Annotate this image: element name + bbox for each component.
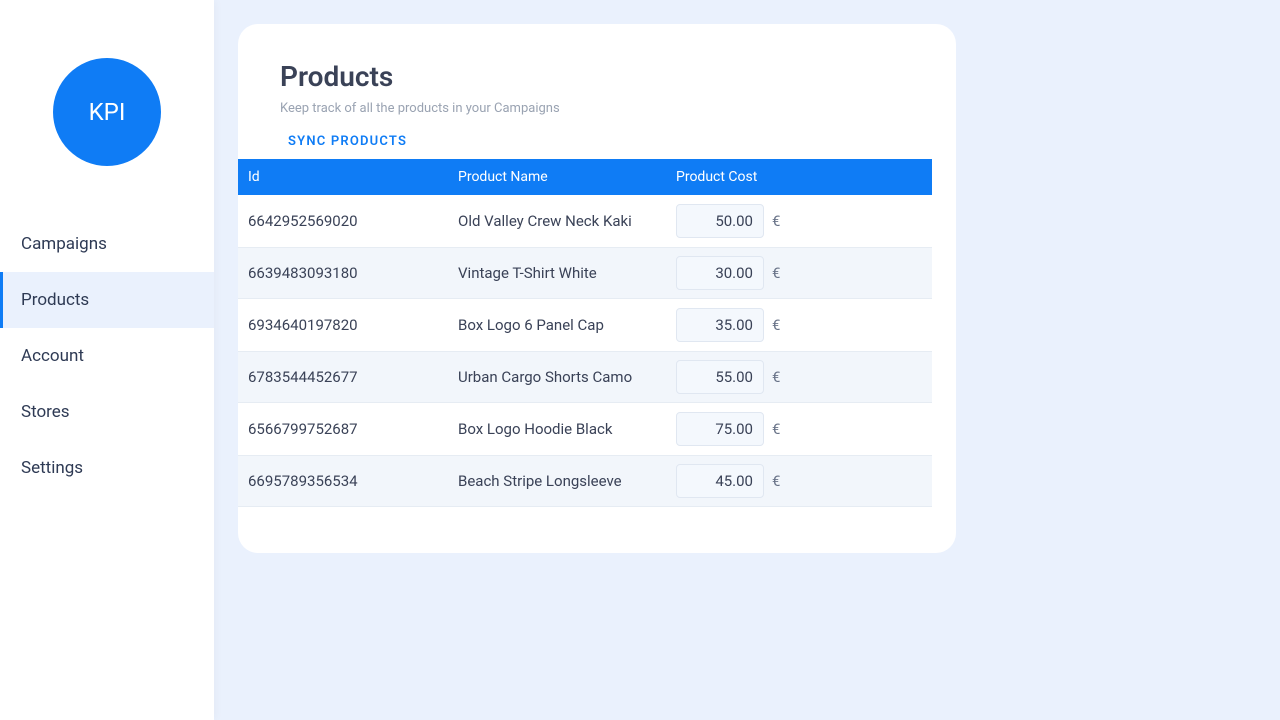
sidebar-nav: Campaigns Products Account Stores Settin… [0, 216, 214, 496]
sidebar-item-label: Products [21, 290, 89, 310]
cell-id: 6695789356534 [238, 472, 458, 490]
logo: KPI [53, 58, 161, 166]
card-header: Products Keep track of all the products … [238, 60, 956, 159]
cell-name: Vintage T-Shirt White [458, 264, 676, 282]
logo-container: KPI [0, 0, 214, 216]
cost-input[interactable] [676, 204, 764, 238]
table-row: 6639483093180 Vintage T-Shirt White € [238, 247, 932, 299]
cell-id: 6783544452677 [238, 368, 458, 386]
cost-input[interactable] [676, 464, 764, 498]
cell-name: Beach Stripe Longsleeve [458, 472, 676, 490]
sidebar-item-settings[interactable]: Settings [0, 440, 214, 496]
products-table: Id Product Name Product Cost 66429525690… [238, 159, 932, 507]
cell-name: Urban Cargo Shorts Camo [458, 368, 676, 386]
sidebar-item-products[interactable]: Products [0, 272, 214, 328]
sidebar-item-label: Stores [21, 402, 70, 422]
cell-id: 6934640197820 [238, 316, 458, 334]
cell-id: 6566799752687 [238, 420, 458, 438]
cell-cost: € [676, 464, 932, 498]
table-row: 6783544452677 Urban Cargo Shorts Camo € [238, 351, 932, 403]
sidebar-item-account[interactable]: Account [0, 328, 214, 384]
sidebar-item-stores[interactable]: Stores [0, 384, 214, 440]
currency-label: € [772, 212, 780, 230]
cell-cost: € [676, 204, 932, 238]
products-card: Products Keep track of all the products … [238, 24, 956, 553]
cell-name: Box Logo 6 Panel Cap [458, 316, 676, 334]
column-header-name: Product Name [458, 169, 676, 185]
sidebar-item-campaigns[interactable]: Campaigns [0, 216, 214, 272]
logo-text: KPI [89, 98, 126, 126]
cell-id: 6642952569020 [238, 212, 458, 230]
currency-label: € [772, 420, 780, 438]
page-title: Products [280, 60, 914, 93]
cost-input[interactable] [676, 360, 764, 394]
page-subtitle: Keep track of all the products in your C… [280, 101, 914, 116]
cost-input[interactable] [676, 412, 764, 446]
currency-label: € [772, 264, 780, 282]
table-row: 6695789356534 Beach Stripe Longsleeve € [238, 455, 932, 507]
cell-cost: € [676, 412, 932, 446]
column-header-id: Id [238, 169, 458, 185]
sidebar-item-label: Settings [21, 458, 83, 478]
table-header-row: Id Product Name Product Cost [238, 159, 932, 195]
main-content: Products Keep track of all the products … [214, 0, 1280, 720]
sidebar-item-label: Campaigns [21, 234, 107, 254]
table-row: 6934640197820 Box Logo 6 Panel Cap € [238, 299, 932, 351]
table-row: 6642952569020 Old Valley Crew Neck Kaki … [238, 195, 932, 247]
sidebar-item-label: Account [21, 346, 84, 366]
cost-input[interactable] [676, 256, 764, 290]
currency-label: € [772, 472, 780, 490]
column-header-cost: Product Cost [676, 169, 932, 185]
sidebar: KPI Campaigns Products Account Stores Se… [0, 0, 214, 720]
table-row: 6566799752687 Box Logo Hoodie Black € [238, 403, 932, 455]
cell-cost: € [676, 256, 932, 290]
cost-input[interactable] [676, 308, 764, 342]
cell-id: 6639483093180 [238, 264, 458, 282]
currency-label: € [772, 368, 780, 386]
sync-products-link[interactable]: SYNC PRODUCTS [280, 134, 407, 149]
cell-name: Old Valley Crew Neck Kaki [458, 212, 676, 230]
cell-cost: € [676, 360, 932, 394]
cell-cost: € [676, 308, 932, 342]
table-body: 6642952569020 Old Valley Crew Neck Kaki … [238, 195, 932, 507]
cell-name: Box Logo Hoodie Black [458, 420, 676, 438]
currency-label: € [772, 316, 780, 334]
